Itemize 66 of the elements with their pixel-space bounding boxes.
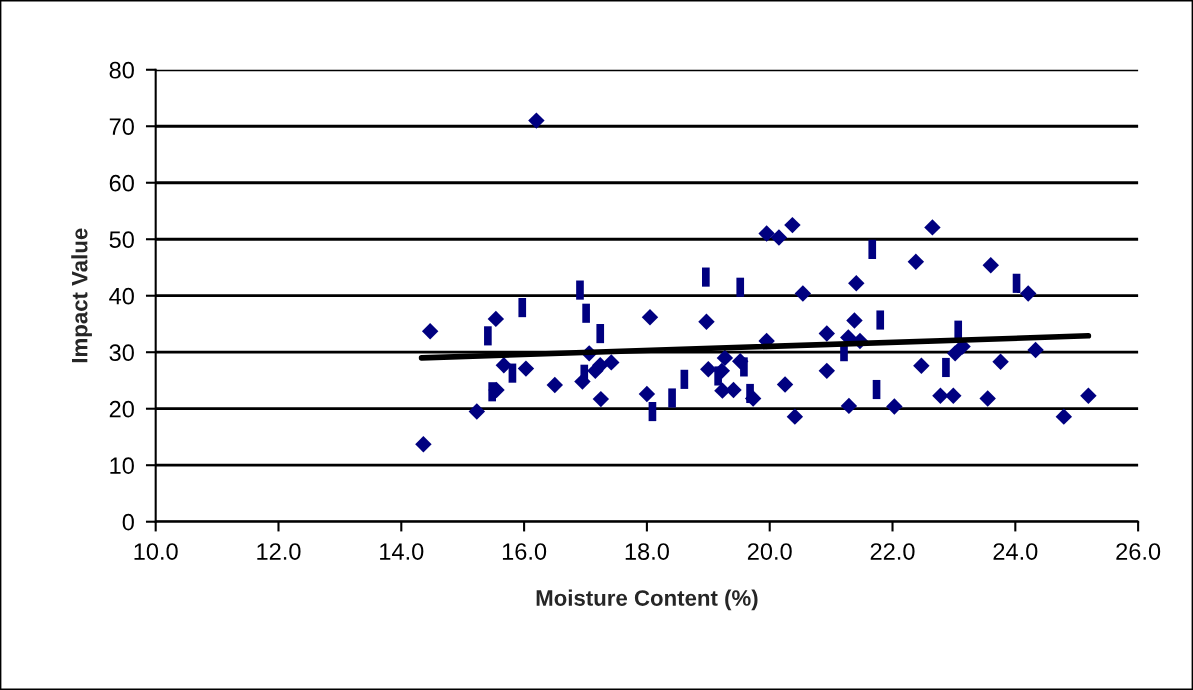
point <box>495 357 513 374</box>
point <box>794 285 812 302</box>
point <box>786 408 804 425</box>
y-tick-label: 10 <box>110 457 134 474</box>
point <box>517 360 535 377</box>
y-tick-label: 40 <box>109 287 134 305</box>
y-tick-label: 30 <box>109 344 134 362</box>
point <box>421 323 439 340</box>
x-tick-label: 12.0 <box>257 543 301 560</box>
point <box>758 225 775 242</box>
point <box>907 253 925 271</box>
point <box>698 313 715 330</box>
point <box>700 360 717 378</box>
point <box>846 312 863 329</box>
y-axis-title: Impact Value <box>71 228 92 363</box>
x-axis-title: Moisture Content (%) <box>536 589 758 611</box>
point <box>732 353 749 370</box>
y-tick-label: 0 <box>122 513 134 531</box>
point <box>641 308 659 326</box>
point <box>638 385 656 403</box>
point <box>1055 408 1073 425</box>
y-tick-label: 60 <box>109 174 134 192</box>
point <box>1027 341 1044 359</box>
point <box>886 398 903 415</box>
point <box>468 403 486 420</box>
point <box>744 390 762 407</box>
x-tick-label: 22.0 <box>870 543 915 560</box>
point <box>415 436 432 453</box>
y-tick-label: 50 <box>109 231 134 249</box>
point <box>603 354 620 371</box>
point <box>546 376 564 394</box>
point <box>818 362 836 380</box>
point <box>528 112 545 129</box>
point <box>487 310 505 328</box>
point <box>725 381 742 399</box>
point <box>1080 387 1097 404</box>
point <box>713 362 731 380</box>
x-tick-label: 24.0 <box>993 543 1038 560</box>
x-tick-label: 10.0 <box>134 543 178 560</box>
point <box>932 387 949 404</box>
point <box>784 216 801 234</box>
point <box>979 390 996 407</box>
y-tick-label: 20 <box>109 400 134 418</box>
x-tick-label: 16.0 <box>502 543 547 560</box>
point <box>913 357 930 374</box>
point <box>716 349 734 367</box>
point <box>848 275 865 292</box>
x-tick-label: 18.0 <box>625 543 669 560</box>
point <box>818 325 836 342</box>
point <box>992 353 1009 371</box>
point <box>488 381 505 399</box>
point <box>770 229 788 246</box>
point <box>574 373 591 390</box>
point <box>982 257 999 274</box>
point <box>776 376 794 393</box>
point <box>924 219 941 236</box>
x-tick-label: 14.0 <box>380 543 424 560</box>
point <box>592 357 609 374</box>
x-tick-label: 20.0 <box>747 543 792 560</box>
point <box>945 387 962 404</box>
y-tick-label: 70 <box>109 118 134 136</box>
x-tick-label: 26.0 <box>1116 543 1161 560</box>
y-tick-label: 80 <box>109 61 134 79</box>
point <box>840 397 858 415</box>
point <box>1020 285 1037 302</box>
point <box>592 390 610 408</box>
